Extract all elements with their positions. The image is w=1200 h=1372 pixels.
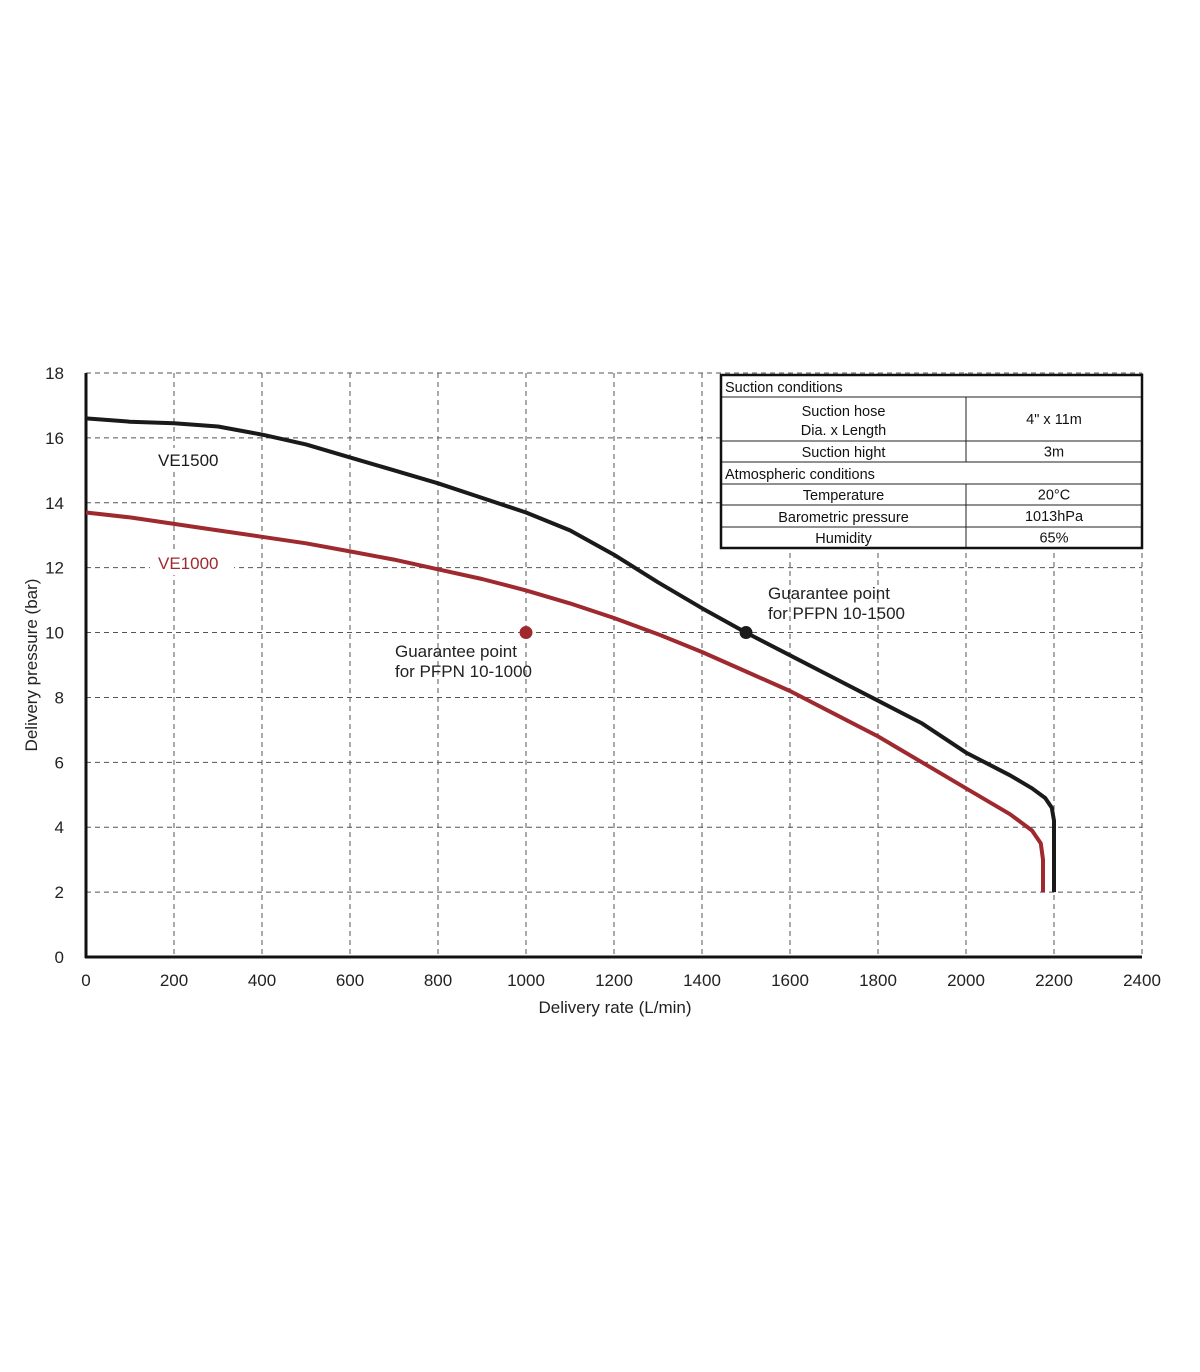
y-tick-label: 16 <box>45 429 64 448</box>
x-tick-label: 600 <box>336 971 364 990</box>
table-section-header: Atmospheric conditions <box>725 467 875 483</box>
x-tick-label: 2000 <box>947 971 985 990</box>
table-cell-value: 4" x 11m <box>1026 412 1082 428</box>
table-cell-label: Humidity <box>815 531 872 547</box>
x-tick-label: 800 <box>424 971 452 990</box>
y-tick-label: 10 <box>45 624 64 643</box>
series-line-ve1000 <box>85 510 1045 893</box>
table-section-header: Suction conditions <box>725 380 843 396</box>
y-tick-label: 12 <box>45 559 64 578</box>
table-cell-label: Suction hight <box>802 445 886 461</box>
x-axis-title: Delivery rate (L/min) <box>538 998 691 1017</box>
guarantee-point-model-label: for PFPN 10-1500 <box>768 604 905 623</box>
guarantee-point-marker <box>519 626 533 640</box>
series-label-ve1000: VE1000 <box>158 554 219 573</box>
x-tick-label: 1600 <box>771 971 809 990</box>
series-label-ve1500: VE1500 <box>158 451 219 470</box>
guarantee-point-label: Guarantee point <box>768 584 890 603</box>
y-tick-label: 4 <box>55 818 64 837</box>
table-cell-label: Suction hose <box>802 404 886 420</box>
series-label-backing <box>150 551 234 575</box>
y-tick-label: 0 <box>55 948 64 967</box>
conditions-table-border <box>719 373 1144 550</box>
y-tick-label: 18 <box>45 364 64 383</box>
x-tick-label: 400 <box>248 971 276 990</box>
table-cell-label: Temperature <box>803 488 884 504</box>
x-tick-label: 200 <box>160 971 188 990</box>
guarantee-point-label: Guarantee point <box>395 642 517 661</box>
table-cell-value: 20°C <box>1038 488 1070 504</box>
y-tick-label: 14 <box>45 494 64 513</box>
table-cell-value: 65% <box>1039 531 1068 547</box>
x-tick-label: 1400 <box>683 971 721 990</box>
series-label-backing <box>150 448 234 472</box>
y-tick-label: 6 <box>55 753 64 772</box>
guarantee-point-marker <box>739 626 753 640</box>
guarantee-point-model-label: for PFPN 10-1000 <box>395 662 532 681</box>
series-line-ve1500 <box>85 416 1056 893</box>
table-cell-label: Barometric pressure <box>778 510 909 526</box>
table-cell-value: 1013hPa <box>1025 509 1084 525</box>
x-tick-label: 1000 <box>507 971 545 990</box>
x-tick-label: 1200 <box>595 971 633 990</box>
x-tick-label: 0 <box>81 971 90 990</box>
y-tick-label: 2 <box>55 883 64 902</box>
y-axis-title: Delivery pressure (bar) <box>22 579 41 752</box>
y-tick-label: 8 <box>55 688 64 707</box>
x-tick-label: 2400 <box>1123 971 1161 990</box>
x-tick-label: 1800 <box>859 971 897 990</box>
x-tick-label: 2200 <box>1035 971 1073 990</box>
table-cell-value: 3m <box>1044 445 1064 461</box>
table-cell-label: Dia. x Length <box>801 423 886 439</box>
